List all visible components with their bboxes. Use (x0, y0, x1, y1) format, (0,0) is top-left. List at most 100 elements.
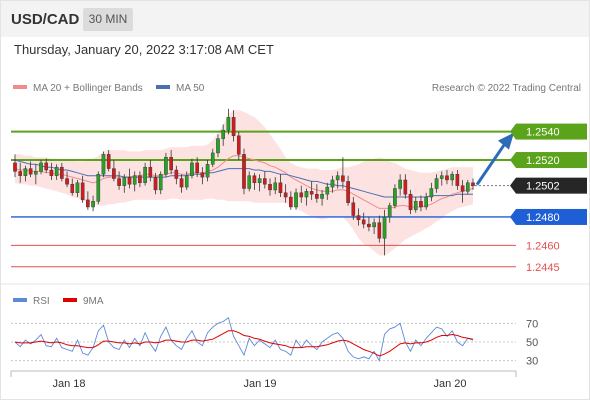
bull-candle-body (34, 171, 38, 175)
candle (18, 162, 23, 183)
candlesticks (13, 108, 475, 256)
candle (34, 164, 38, 185)
candle (393, 184, 397, 209)
candle (70, 178, 75, 196)
bear-candle-body (174, 169, 179, 179)
bear-candle-body (18, 171, 23, 176)
candle (252, 172, 257, 190)
bear-candle-body (117, 178, 121, 186)
candle (398, 174, 402, 196)
level-label-s3: 1.2445 (526, 262, 560, 274)
bull-candle-body (393, 188, 397, 206)
level-tag-s1 (516, 208, 587, 225)
bear-candle-body (169, 156, 173, 171)
bull-candle-body (205, 164, 210, 178)
timeframe-button[interactable]: 30 MIN (83, 8, 133, 31)
level-tag-r1 (516, 152, 587, 169)
x-tick-label-jan18: Jan 18 (52, 378, 85, 390)
candle (387, 202, 392, 223)
candle (299, 185, 304, 203)
bear-candle-body (112, 168, 116, 179)
rsi-tick-label: 70 (526, 318, 538, 330)
candle (325, 182, 330, 200)
bear-candle-body (153, 176, 158, 191)
candle (315, 184, 319, 203)
level-label-s2: 1.2460 (526, 240, 560, 252)
bear-candle-body (263, 178, 267, 185)
bear-candle-body (445, 175, 449, 181)
candle (429, 182, 434, 202)
bear-candle-body (346, 181, 350, 203)
bear-candle-body (408, 193, 413, 211)
bear-candle-body (299, 192, 304, 198)
bull-candle-body (382, 216, 387, 239)
candle (169, 150, 173, 175)
bear-candle-body (268, 184, 272, 191)
bear-candle-body (70, 184, 75, 193)
candle (153, 172, 158, 195)
candle (335, 171, 340, 189)
candle (96, 171, 101, 205)
rsi-legend-swatch (13, 298, 27, 302)
bull-candle-body (294, 192, 298, 208)
bull-candle-body (226, 117, 231, 131)
level-tag-r2 (516, 123, 587, 140)
bull-candle-body (210, 152, 215, 165)
candle (60, 162, 64, 182)
candle (242, 148, 246, 195)
candle (367, 216, 371, 232)
candle (356, 208, 361, 226)
candle (138, 171, 142, 188)
candle (403, 174, 408, 199)
level-label-last: 1.2502 (526, 181, 560, 193)
level-tag-last (516, 177, 587, 194)
bull-candle-body (304, 191, 309, 198)
candle (179, 174, 184, 193)
bull-candle-body (158, 174, 163, 191)
bear-candle-body (65, 178, 69, 185)
bear-candle-body (283, 192, 288, 198)
level-tag-pointer (510, 123, 516, 140)
bear-candle-body (80, 182, 85, 201)
candle (434, 174, 439, 193)
candle (49, 162, 54, 180)
candle (263, 171, 267, 189)
ma20-legend-swatch (13, 85, 27, 89)
candle (195, 157, 199, 178)
bull-candle-body (335, 175, 340, 181)
candle (122, 174, 127, 193)
level-label-r2: 1.2540 (526, 127, 560, 139)
bull-candle-body (387, 205, 392, 218)
level-tag-pointer (510, 152, 516, 169)
forecast-arrow (475, 132, 514, 186)
candle (372, 218, 376, 235)
level-label-r1: 1.2520 (526, 155, 560, 167)
candle (289, 191, 293, 210)
bear-candle-body (252, 175, 257, 184)
bull-candle-body (184, 175, 189, 188)
candle (23, 165, 28, 182)
bear-candle-body (148, 166, 153, 178)
candle (221, 124, 225, 146)
candle (184, 171, 189, 190)
candle (471, 178, 475, 190)
bull-candle-body (257, 178, 262, 184)
bear-candle-body (179, 178, 184, 188)
bear-candle-body (351, 202, 356, 216)
candle (424, 192, 428, 210)
candle (143, 162, 147, 186)
candle (247, 171, 252, 192)
candle (112, 160, 116, 182)
candle (419, 195, 423, 212)
candle (377, 215, 382, 243)
candle (28, 161, 33, 178)
bear-candle-body (138, 175, 142, 184)
rsi-tick-label: 50 (526, 337, 538, 349)
bear-candle-body (231, 117, 236, 137)
bull-candle-body (247, 175, 252, 189)
candle (80, 175, 85, 203)
bull-candle-body (330, 179, 335, 188)
symbol-label: USD/CAD (11, 11, 80, 28)
bear-candle-body (86, 199, 90, 208)
